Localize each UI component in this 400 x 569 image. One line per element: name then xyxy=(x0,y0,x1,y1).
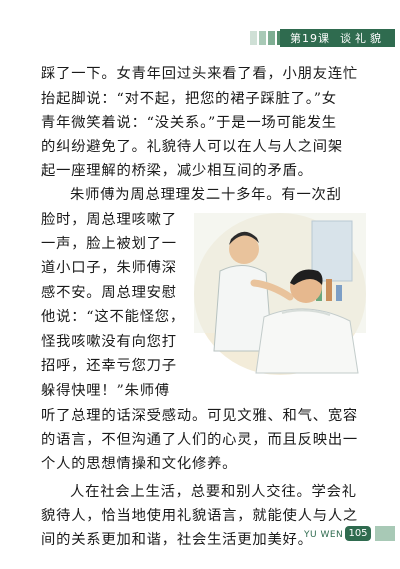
lesson-number: 第19课 xyxy=(290,32,330,45)
text-line: 抬起脚说：“对不起，把您的裙子踩脏了。”女 xyxy=(41,91,337,107)
text-line: 的纠纷避免了。礼貌待人可以在人与人之间架 xyxy=(41,139,343,155)
text-line: 怪我咳嗽没有向您打 xyxy=(41,334,177,350)
text-line: 脸时，周总理咳嗽了 xyxy=(41,212,177,228)
header-decoration xyxy=(250,31,284,45)
text-line: 躲得快哩！”朱师傅 xyxy=(41,383,170,399)
text-line: 一声，脸上被划了一 xyxy=(41,236,177,252)
text-line: 朱师傅为周总理理发二十多年。有一次刮 xyxy=(70,187,342,203)
lesson-title: 谈礼貌 xyxy=(340,32,385,45)
text-line: 感不安。周总理安慰 xyxy=(41,285,177,301)
text-line: 个人的思想情操和文化修养。 xyxy=(41,456,238,472)
page-number: 105 xyxy=(345,526,371,541)
text-line: 听了总理的话深受感动。可见文雅、和气、宽容 xyxy=(41,408,359,424)
text-line: 间的关系更加和谐，社会生活更加美好。 xyxy=(41,532,313,548)
text-line: 他说：“这不能怪您， xyxy=(41,309,185,325)
footer-label: YU WEN xyxy=(304,530,344,540)
barber-illustration xyxy=(194,213,366,375)
text-line: 道小口子，朱师傅深 xyxy=(41,260,177,276)
text-line: 起一座理解的桥梁，减少相互间的矛盾。 xyxy=(41,163,313,179)
top-margin xyxy=(0,0,400,10)
text-line: 青年微笑着说：“没关系。”于是一场可能发生 xyxy=(41,115,337,131)
text-line: 人在社会上生活，总要和别人交往。学会礼 xyxy=(70,484,357,500)
text-line: 的语言，不但沟通了人们的心灵，而且反映出一 xyxy=(41,432,359,448)
text-line: 踩了一下。女青年回过头来看了看，小朋友连忙 xyxy=(41,66,359,82)
page-edge-decoration xyxy=(375,526,395,541)
text-line: 貌待人，恰当地使用礼貌语言，就能使人与人之 xyxy=(41,508,359,524)
lesson-header: 第19课 谈礼貌 xyxy=(280,29,395,47)
text-line: 招呼，还幸亏您刀子 xyxy=(41,358,177,374)
